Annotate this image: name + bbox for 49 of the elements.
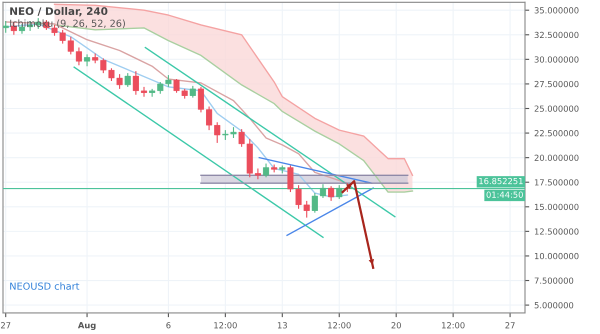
candlestick [140,86,148,98]
chart-title: NEO / Dollar, 240 [10,6,108,16]
candlestick [304,200,310,218]
y-tick-label: 30.000000 [534,56,579,63]
candlestick [198,86,204,113]
candlestick [328,186,334,202]
x-tick-label: 13 [278,322,287,328]
candlestick [3,20,9,34]
candlestick [51,24,58,36]
x-tick-label: 20 [392,322,401,328]
candlestick [116,74,123,90]
x-tick-label: 27 [1,322,10,328]
candlestick [287,164,294,193]
candlestick [222,130,228,141]
y-tick-label: 22.500000 [534,130,579,136]
candlestick [182,88,188,100]
x-tick-label: 6 [166,322,171,328]
candlestick [124,72,131,88]
y-tick-label: 27.500000 [534,80,579,88]
y-tick-label: 15.000000 [534,204,579,210]
candlestick [190,85,196,98]
x-tick-label: Aug [78,322,96,330]
candlestick [108,68,115,82]
y-tick-label: 12.500000 [534,228,579,235]
y-tick-label: 5.000000 [534,302,574,308]
y-tick-label: 25.000000 [534,105,579,112]
candlestick [312,192,318,214]
x-tick-label: 12:00 [214,322,237,328]
annotation: NEOUSD chart [10,282,80,290]
annotation: 01:44:50 [486,192,523,198]
y-tick-label: 32.500000 [534,32,579,38]
candlestick [132,70,139,96]
candlestick [230,126,237,139]
y-tick-label: 35.000000 [534,7,579,14]
y-tick-label: 10.000000 [534,252,579,260]
x-tick-label: 12:00 [442,322,465,328]
candlestick [320,184,326,199]
candlestick [84,54,90,67]
candlestick [173,78,180,94]
y-tick-label: 20.000000 [534,154,579,161]
candlestick [296,184,302,210]
y-tick-label: 7.500000 [534,278,574,284]
x-tick-label: 12:00 [328,322,351,328]
candlestick [336,184,342,200]
y-tick-label: 17.500000 [534,179,579,186]
x-tick-label: 27 [505,322,515,328]
ref-line-label: 16.852251 [479,178,523,184]
candlestick [262,162,270,178]
candlestick [76,47,82,66]
